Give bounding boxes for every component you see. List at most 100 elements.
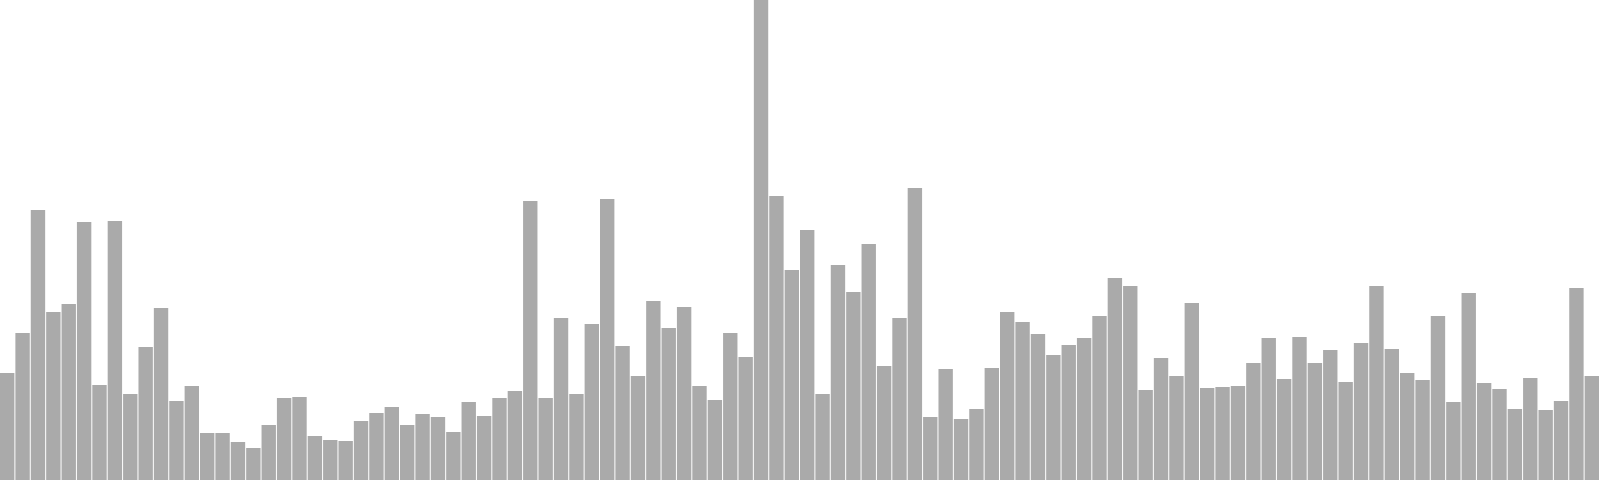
bar-92 [1415,380,1430,480]
bar-11 [169,401,184,480]
bar-12 [184,386,199,480]
bar-90 [1384,349,1399,480]
bar-15 [230,442,246,480]
bar-99 [1523,378,1538,480]
bar-102 [1569,288,1584,480]
bar-20 [307,436,323,480]
bar-30 [461,402,476,480]
bar-88 [1353,343,1369,480]
bar-17 [261,425,276,480]
bar-29 [446,432,461,480]
bar-38 [584,324,599,480]
bar-14 [215,433,230,480]
bar-49 [753,0,769,480]
bar-3 [46,312,61,480]
bar-27 [415,414,430,480]
bar-21 [323,440,338,480]
bar-100 [1538,410,1553,480]
bar-5 [76,222,92,480]
bar-81 [1246,363,1261,480]
bar-25 [384,407,399,480]
bar-26 [400,425,415,480]
bar-76 [1169,376,1184,480]
bar-67 [1030,334,1046,480]
bar-65 [1000,312,1015,480]
bar-78 [1200,388,1215,480]
bar-7 [107,221,123,480]
bar-9 [138,347,153,480]
bar-73 [1123,286,1138,480]
bar-63 [969,409,984,480]
bar-28 [430,417,446,480]
bar-44 [676,307,692,480]
bar-31 [476,416,492,480]
bar-103 [1584,376,1599,480]
bar-98 [1507,409,1523,480]
bar-45 [692,386,707,480]
bar-53 [815,394,830,480]
bar-8 [123,394,138,480]
bar-62 [953,419,969,480]
bar-93 [1430,316,1446,480]
bar-86 [1323,350,1338,480]
bar-83 [1276,379,1292,480]
bar-47 [723,333,738,480]
bar-18 [276,398,292,480]
bar-23 [353,421,369,480]
bar-35 [538,398,553,480]
bar-57 [876,366,892,480]
bar-89 [1369,286,1384,480]
bar-64 [984,368,999,480]
bar-74 [1138,390,1153,480]
bar-96 [1476,383,1492,480]
bar-1 [15,333,30,480]
bar-75 [1153,358,1169,480]
bar-51 [784,270,799,480]
bar-70 [1076,338,1092,480]
bar-55 [846,292,861,480]
bar-19 [292,397,307,480]
bar-42 [646,301,661,480]
bar-13 [200,433,215,480]
bar-61 [938,369,953,480]
bar-0 [0,373,15,480]
bar-33 [507,391,523,480]
bar-95 [1461,293,1476,480]
bar-16 [246,448,261,480]
bar-94 [1446,402,1461,480]
bar-79 [1215,387,1230,480]
bar-91 [1400,373,1415,480]
bar-85 [1307,363,1323,480]
bar-97 [1492,389,1507,480]
bar-40 [615,346,630,480]
bar-36 [553,318,569,480]
bar-52 [800,230,815,480]
bar-24 [369,413,384,480]
bar-66 [1015,322,1030,480]
bar-2 [30,210,46,480]
bar-32 [492,398,507,480]
bar-46 [707,400,723,480]
bar-84 [1292,337,1307,480]
bar-4 [61,304,76,480]
bar-60 [923,417,938,480]
bar-50 [769,196,784,480]
bar-71 [1092,316,1107,480]
bar-69 [1061,345,1076,480]
bar-54 [830,265,846,480]
bar-101 [1553,401,1569,480]
bar-41 [630,376,646,480]
bar-39 [600,199,615,480]
bar-72 [1107,278,1123,480]
bar-48 [738,357,753,480]
bar-34 [523,201,538,480]
bar-87 [1338,382,1353,480]
bar-58 [892,318,907,480]
bar-59 [907,188,923,480]
bar-10 [153,308,169,480]
bar-80 [1230,386,1246,480]
bar-77 [1184,303,1199,480]
bar-68 [1046,355,1061,480]
